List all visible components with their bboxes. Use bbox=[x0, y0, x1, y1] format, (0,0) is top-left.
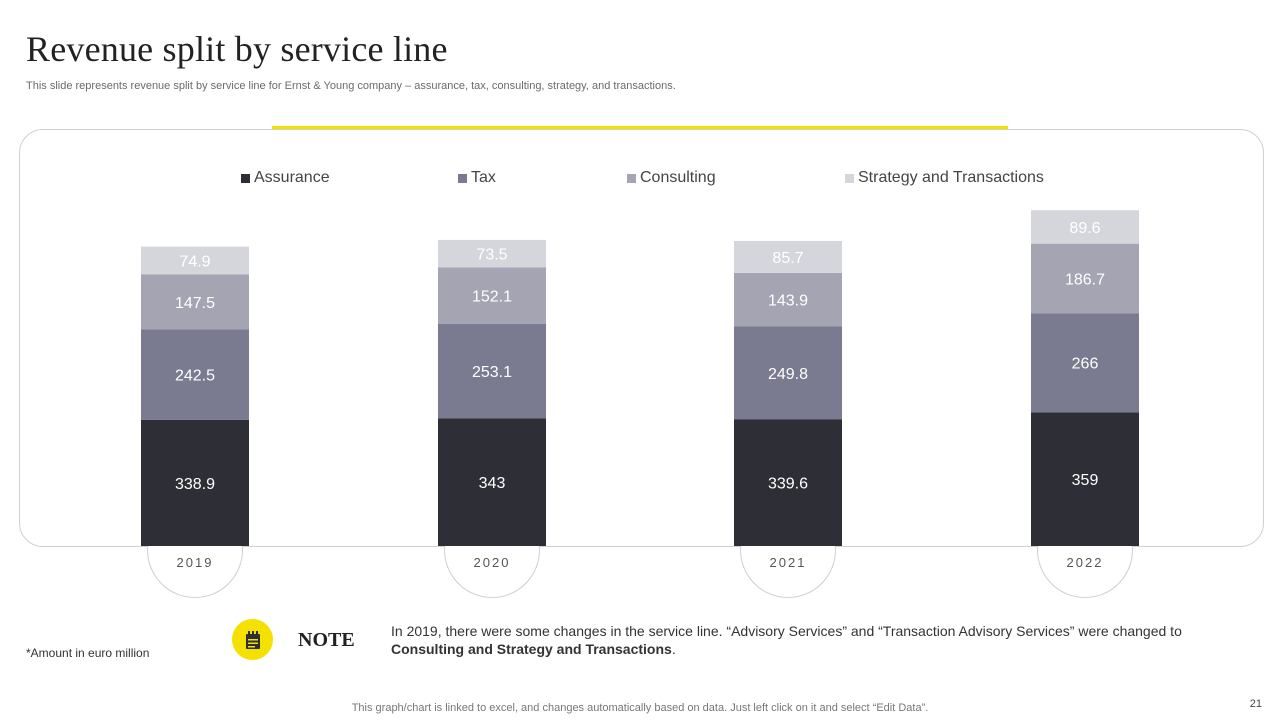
data-label-strategy-and-transactions-2022: 89.6 bbox=[1069, 220, 1100, 237]
legend-item-assurance: Assurance bbox=[241, 169, 330, 187]
note-label: NOTE bbox=[298, 629, 355, 651]
data-label-consulting-2020: 152.1 bbox=[472, 289, 512, 306]
bar-segment-assurance-2022 bbox=[1031, 412, 1139, 546]
data-label-strategy-and-transactions-2020: 73.5 bbox=[476, 247, 507, 264]
bar-segment-consulting-2020 bbox=[438, 267, 546, 324]
data-label-tax-2020: 253.1 bbox=[472, 364, 512, 381]
legend-swatch-tax bbox=[458, 173, 467, 183]
bar-segment-assurance-2019 bbox=[141, 419, 249, 546]
data-label-consulting-2021: 143.9 bbox=[768, 293, 808, 310]
legend-swatch-consulting bbox=[627, 173, 636, 183]
data-label-assurance-2020: 343 bbox=[479, 475, 506, 492]
bar-segment-consulting-2019 bbox=[141, 274, 249, 330]
x-tick-label: 2022 bbox=[1066, 555, 1104, 570]
legend-label-consulting: Consulting bbox=[640, 169, 716, 186]
x-tick-label: 2019 bbox=[176, 555, 214, 570]
legend-label-assurance: Assurance bbox=[254, 169, 330, 186]
note-text: In 2019, there were some changes in the … bbox=[391, 622, 1251, 658]
legend-item-strategy: Strategy and Transactions bbox=[845, 169, 1044, 187]
bar-segment-assurance-2020 bbox=[438, 418, 546, 546]
bar-segment-assurance-2021 bbox=[734, 419, 842, 546]
legend-item-tax: Tax bbox=[458, 169, 496, 187]
amount-unit-note: *Amount in euro million bbox=[26, 646, 150, 660]
data-label-strategy-and-transactions-2021: 85.7 bbox=[772, 250, 803, 267]
data-label-assurance-2021: 339.6 bbox=[768, 476, 808, 493]
data-label-strategy-and-transactions-2019: 74.9 bbox=[179, 254, 210, 271]
data-label-tax-2022: 266 bbox=[1072, 356, 1099, 373]
data-label-tax-2019: 242.5 bbox=[175, 368, 215, 385]
accent-line bbox=[272, 126, 1008, 130]
legend-item-consulting: Consulting bbox=[627, 169, 716, 187]
bar-segment-consulting-2022 bbox=[1031, 243, 1139, 314]
bar-segment-tax-2019 bbox=[141, 329, 249, 420]
data-label-tax-2021: 249.8 bbox=[768, 366, 808, 383]
bar-segment-tax-2021 bbox=[734, 326, 842, 420]
x-tick-label: 2021 bbox=[769, 555, 807, 570]
bar-segment-strategy-and-transactions-2020 bbox=[438, 239, 546, 268]
note-text-end: . bbox=[671, 641, 676, 657]
legend-label-tax: Tax bbox=[471, 169, 496, 186]
legend-swatch-assurance bbox=[241, 173, 250, 183]
bar-segment-strategy-and-transactions-2022 bbox=[1031, 210, 1139, 244]
bar-segment-strategy-and-transactions-2021 bbox=[734, 240, 842, 273]
data-label-consulting-2022: 186.7 bbox=[1065, 271, 1105, 288]
bar-segment-tax-2020 bbox=[438, 323, 546, 419]
data-label-assurance-2019: 338.9 bbox=[175, 476, 215, 493]
page-number: 21 bbox=[1249, 698, 1262, 710]
bar-segment-tax-2022 bbox=[1031, 313, 1139, 413]
legend-swatch-strategy bbox=[845, 173, 854, 183]
chart-legend: Assurance Tax Consulting Strategy and Tr… bbox=[0, 169, 1280, 189]
notepad-icon bbox=[232, 619, 273, 660]
bar-segment-strategy-and-transactions-2019 bbox=[141, 246, 249, 275]
footer-note: This graph/chart is linked to excel, and… bbox=[351, 702, 929, 714]
note-text-plain: In 2019, there were some changes in the … bbox=[391, 623, 1182, 639]
note-text-bold: Consulting and Strategy and Transactions bbox=[391, 641, 672, 657]
page-title: Revenue split by service line bbox=[26, 29, 448, 69]
bar-segment-consulting-2021 bbox=[734, 272, 842, 327]
page-subtitle: This slide represents revenue split by s… bbox=[26, 80, 676, 92]
data-label-assurance-2022: 359 bbox=[1072, 472, 1099, 489]
data-label-consulting-2019: 147.5 bbox=[175, 295, 215, 312]
legend-label-strategy: Strategy and Transactions bbox=[858, 169, 1044, 186]
x-tick-label: 2020 bbox=[473, 555, 511, 570]
